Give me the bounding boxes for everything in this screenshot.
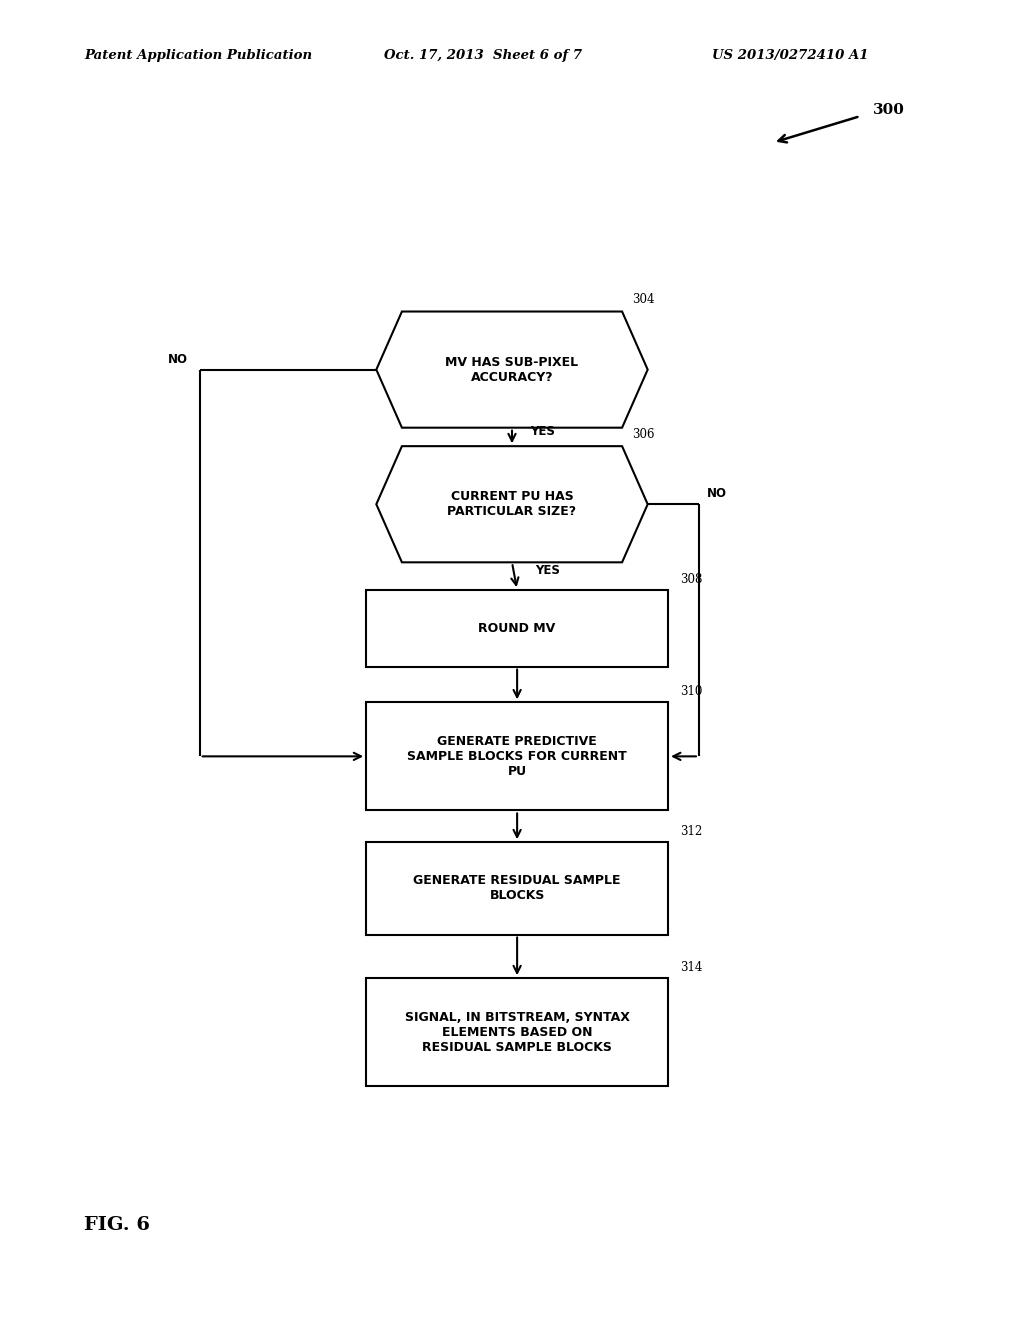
Text: 310: 310 <box>680 685 702 698</box>
Text: 300: 300 <box>872 103 904 116</box>
Text: GENERATE PREDICTIVE
SAMPLE BLOCKS FOR CURRENT
PU: GENERATE PREDICTIVE SAMPLE BLOCKS FOR CU… <box>408 735 627 777</box>
Polygon shape <box>377 312 648 428</box>
Text: ROUND MV: ROUND MV <box>478 622 556 635</box>
Text: NO: NO <box>167 352 187 366</box>
FancyBboxPatch shape <box>367 842 669 935</box>
Polygon shape <box>377 446 648 562</box>
Text: 308: 308 <box>680 573 702 586</box>
FancyBboxPatch shape <box>367 978 669 1086</box>
Text: 312: 312 <box>680 825 702 838</box>
Text: 306: 306 <box>633 428 654 441</box>
Text: FIG. 6: FIG. 6 <box>84 1216 150 1234</box>
Text: YES: YES <box>530 425 555 438</box>
Text: US 2013/0272410 A1: US 2013/0272410 A1 <box>712 49 868 62</box>
Text: 304: 304 <box>633 293 654 306</box>
Text: Oct. 17, 2013  Sheet 6 of 7: Oct. 17, 2013 Sheet 6 of 7 <box>384 49 582 62</box>
Text: MV HAS SUB-PIXEL
ACCURACY?: MV HAS SUB-PIXEL ACCURACY? <box>445 355 579 384</box>
FancyBboxPatch shape <box>367 702 669 810</box>
Text: 314: 314 <box>680 961 702 974</box>
FancyBboxPatch shape <box>367 590 669 667</box>
Text: SIGNAL, IN BITSTREAM, SYNTAX
ELEMENTS BASED ON
RESIDUAL SAMPLE BLOCKS: SIGNAL, IN BITSTREAM, SYNTAX ELEMENTS BA… <box>404 1011 630 1053</box>
Text: Patent Application Publication: Patent Application Publication <box>84 49 312 62</box>
Text: YES: YES <box>536 565 560 577</box>
Text: NO: NO <box>707 487 727 500</box>
Text: CURRENT PU HAS
PARTICULAR SIZE?: CURRENT PU HAS PARTICULAR SIZE? <box>447 490 577 519</box>
Text: GENERATE RESIDUAL SAMPLE
BLOCKS: GENERATE RESIDUAL SAMPLE BLOCKS <box>414 874 621 903</box>
